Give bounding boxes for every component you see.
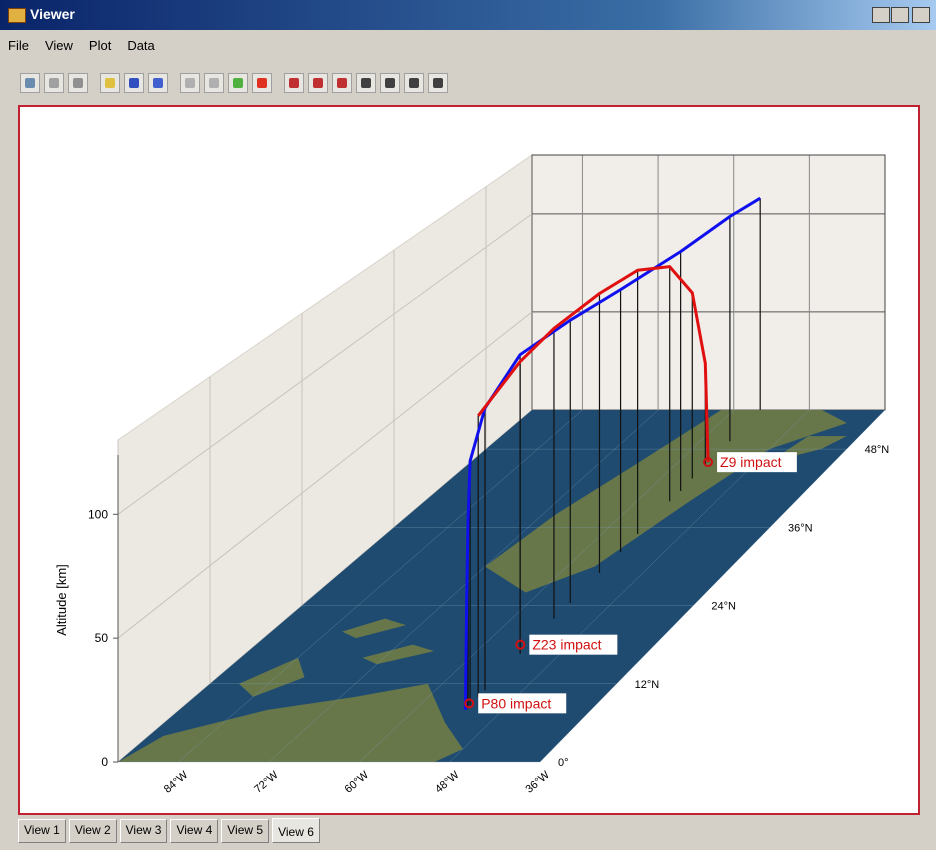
z-tick-label: 0 [101,755,108,769]
annotation-label: Z9 impact [720,454,782,470]
z-axis-label: Altitude [km] [54,564,69,636]
x-tick-label: 72°W [252,769,281,796]
z-tick-label: 100 [88,507,108,521]
x-tick-label: 84°W [162,769,191,796]
lat-tick-label: 36°N [788,522,813,534]
x-tick-label: 60°W [343,769,372,796]
tab[interactable]: View 6 [272,818,320,843]
lat-tick-label: 12°N [635,679,660,691]
x-tick-label: 48°W [433,769,462,796]
tab[interactable]: View 4 [170,819,218,843]
lat-tick-label: 48°N [865,444,890,456]
tab[interactable]: View 5 [221,819,269,843]
tab[interactable]: View 2 [69,819,117,843]
lat-tick-label: 0° [558,757,569,769]
back-wall [532,155,885,410]
lat-tick-label: 24°N [711,601,736,613]
x-tick-label: 36°W [524,769,553,796]
tab[interactable]: View 1 [18,819,66,843]
page: {"window": {"title": "Viewer"}, "menu": … [0,0,936,850]
tab[interactable]: View 3 [120,819,168,843]
annotation-label: Z23 impact [532,637,601,653]
chart: P80 impact Z23 impact Z9 impact 0 50 100 Altit… [0,0,936,850]
annotation-label: P80 impact [481,695,551,711]
z-tick-label: 50 [95,631,109,645]
